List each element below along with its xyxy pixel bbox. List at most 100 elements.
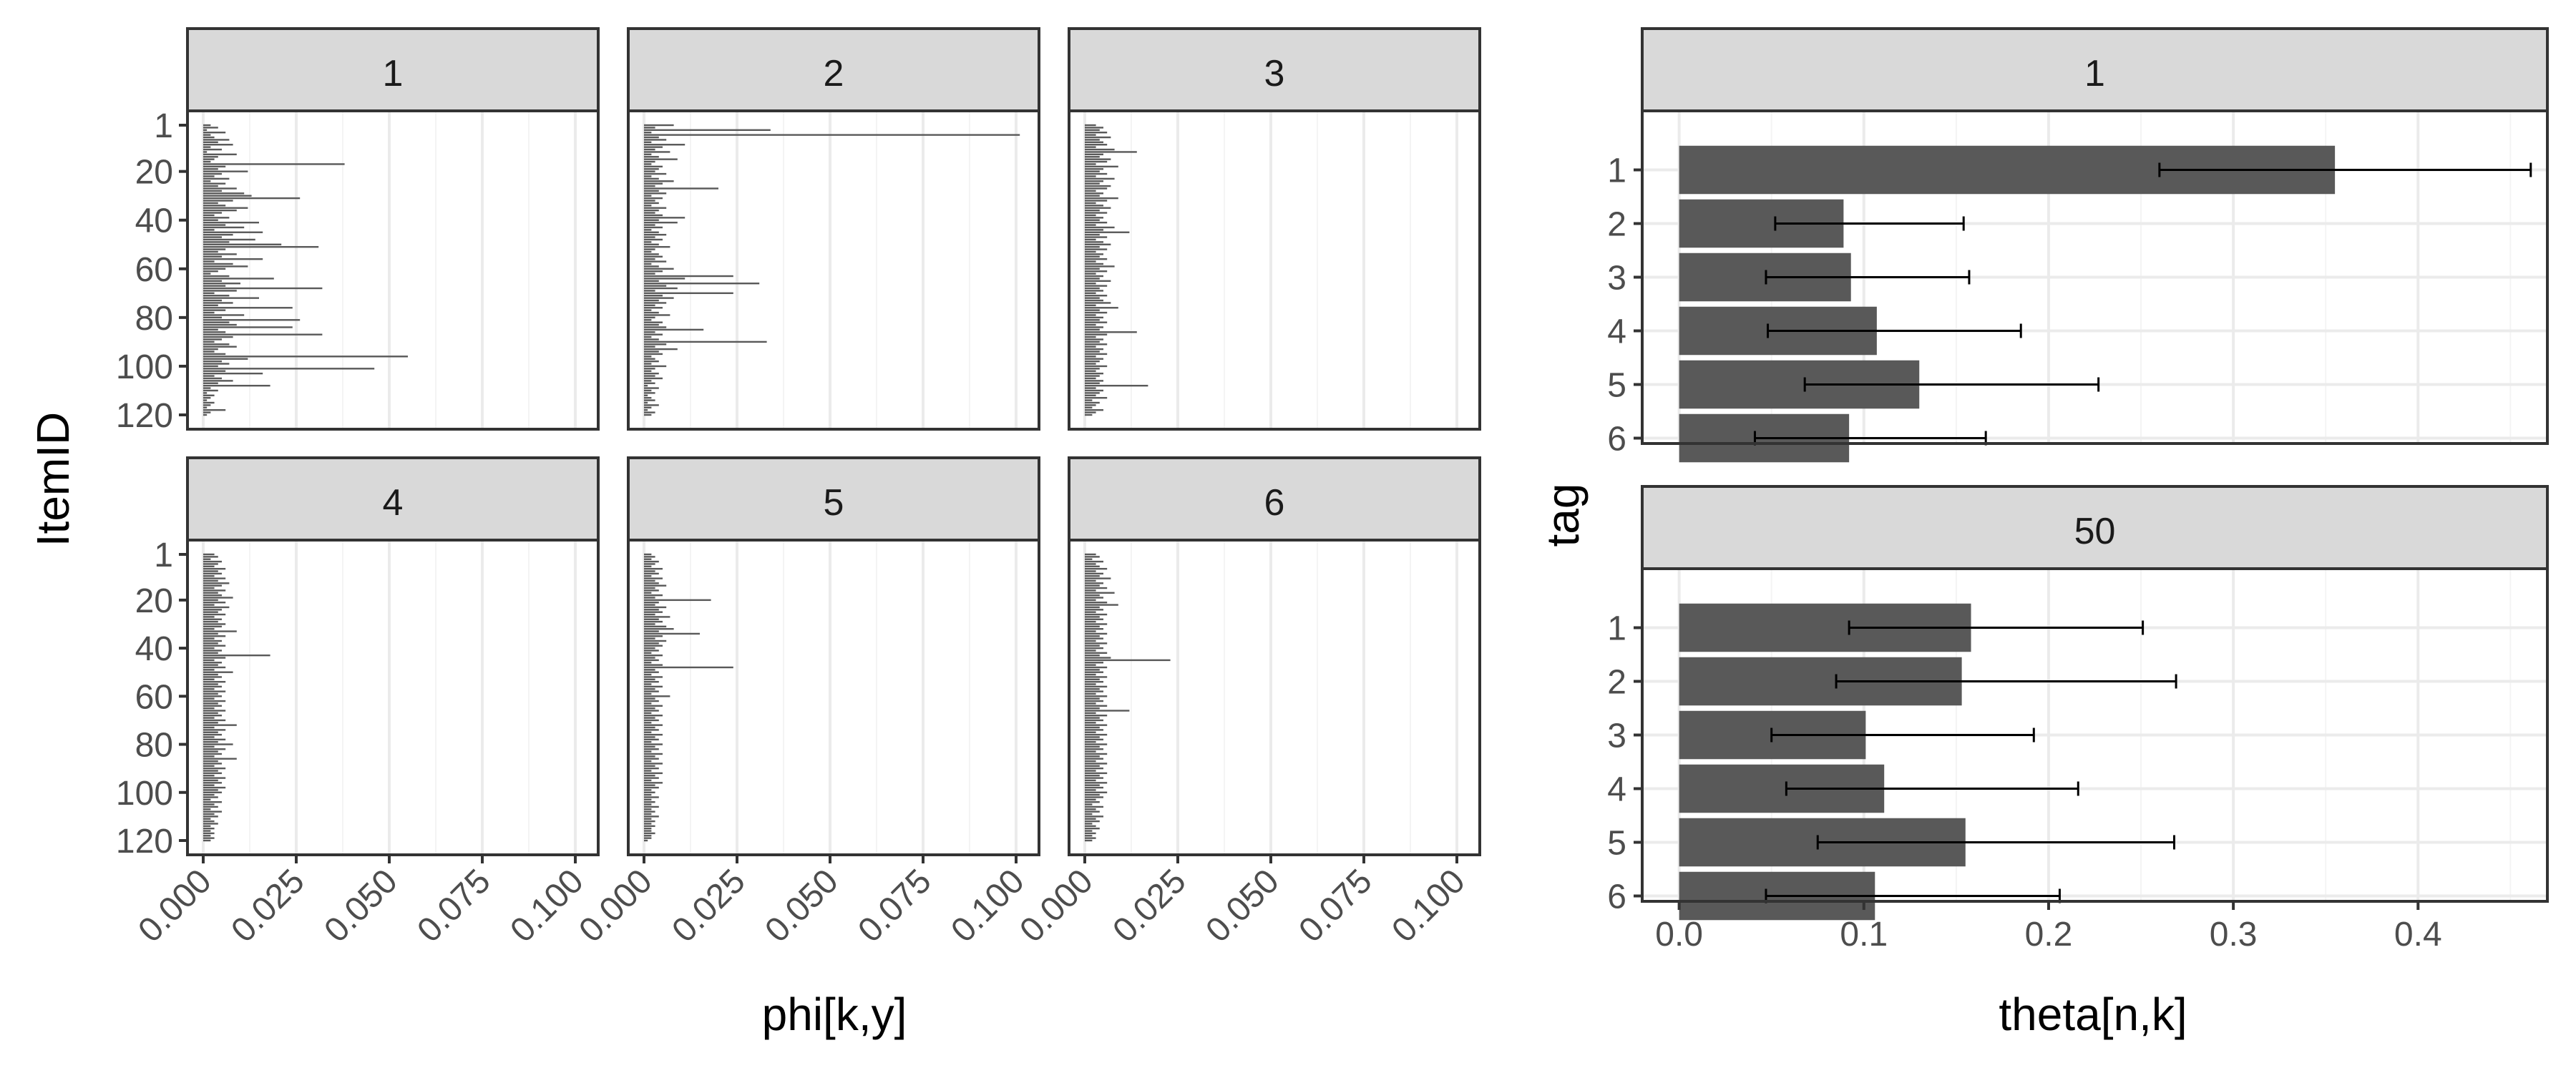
- bar-item-93: [644, 348, 678, 351]
- bar-item-39: [203, 217, 230, 219]
- bar-item-64: [644, 705, 663, 707]
- facet-strip: [1641, 485, 2549, 570]
- bar-item-81: [203, 319, 301, 321]
- bar-item-70: [644, 719, 659, 722]
- bar-item-115: [1085, 827, 1100, 830]
- facet-strip-label: 4: [383, 482, 404, 524]
- bar-item-66: [1085, 710, 1130, 712]
- bar-item-63: [1085, 275, 1103, 278]
- bar-item-41: [203, 650, 222, 652]
- bar-item-103: [1085, 372, 1103, 375]
- bar-item-78: [203, 738, 226, 741]
- bar-item-9: [203, 572, 222, 575]
- bar-item-92: [1085, 772, 1108, 775]
- bar-item-15: [203, 587, 215, 589]
- bar-item-97: [203, 358, 248, 360]
- bar-item-41: [203, 221, 259, 224]
- bar-item-54: [1085, 253, 1103, 255]
- bar-item-44: [644, 657, 655, 659]
- bar-item-61: [1085, 697, 1100, 700]
- bar-item-78: [1085, 311, 1108, 314]
- bar-item-1: [203, 553, 215, 556]
- bar-item-105: [1085, 377, 1096, 380]
- facet-strip: [1068, 456, 1481, 542]
- bar-item-98: [644, 786, 659, 789]
- bar-item-20: [1085, 170, 1100, 172]
- bar-item-16: [1085, 589, 1096, 592]
- bar-item-91: [644, 770, 652, 772]
- bar-item-12: [644, 579, 655, 582]
- bar-item-75: [644, 731, 652, 733]
- bar-item-40: [203, 219, 218, 221]
- panel-border: [1641, 109, 2549, 445]
- bar-item-80: [1085, 316, 1103, 319]
- bar-item-78: [644, 738, 659, 741]
- bar-item-65: [1085, 280, 1111, 283]
- bar-item-95: [203, 779, 218, 782]
- bar-item-4: [1085, 132, 1108, 134]
- y-tick-label: 1: [1607, 152, 1626, 190]
- bar-item-91: [203, 343, 230, 346]
- y-axis-title-tag: tag: [1537, 484, 1589, 547]
- bar-item-8: [644, 570, 655, 572]
- bar-item-30: [203, 195, 252, 197]
- bar-item-17: [1085, 163, 1096, 165]
- bar-item-8: [644, 141, 652, 144]
- bar-item-76: [644, 733, 663, 736]
- bar-item-54: [203, 680, 226, 683]
- bar-item-85: [1085, 328, 1100, 331]
- bar-item-36: [644, 637, 655, 640]
- bar-item-107: [1085, 382, 1100, 384]
- y-tick-label: 1: [154, 536, 173, 574]
- bar-item-51: [1085, 673, 1096, 676]
- bar-item-118: [1085, 408, 1103, 411]
- bar-item-68: [1085, 287, 1100, 290]
- bar-item-66: [203, 283, 240, 285]
- bar-item-32: [1085, 200, 1108, 202]
- bar-item-102: [644, 370, 652, 372]
- bar-item-75: [644, 304, 655, 307]
- facet-strip: [1641, 27, 2549, 112]
- bar-item-56: [203, 685, 222, 688]
- bar-item-60: [644, 268, 674, 270]
- bar-item-103: [1085, 798, 1096, 801]
- bar-item-119: [1085, 837, 1096, 839]
- bar-item-105: [644, 803, 652, 805]
- panel-border: [1068, 539, 1481, 856]
- bar-item-39: [203, 645, 226, 647]
- y-tick-label: 80: [135, 300, 173, 338]
- y-axis-title-itemid: ItemID: [27, 412, 79, 547]
- bar-item-22: [203, 604, 215, 606]
- bar-item-3: [1085, 558, 1093, 560]
- bar-item-59: [644, 265, 659, 268]
- facet-strip-label: 2: [824, 53, 844, 94]
- bar-item-33: [1085, 202, 1096, 205]
- bar-item-82: [1085, 321, 1108, 323]
- y-tick-label: 3: [1607, 717, 1626, 755]
- bar-item-86: [1085, 331, 1137, 333]
- bar-item-83: [1085, 750, 1096, 753]
- bar-item-33: [1085, 630, 1096, 632]
- bar-item-87: [1085, 760, 1096, 763]
- bar-item-83: [644, 750, 652, 753]
- bar-item-65: [644, 707, 655, 710]
- bar-item-17: [1085, 592, 1115, 594]
- bar-item-35: [203, 635, 226, 637]
- bar-item-74: [1085, 302, 1111, 304]
- bar-item-24: [644, 180, 674, 182]
- bar-item-20: [644, 599, 711, 602]
- bar-item-38: [203, 642, 218, 645]
- bar-item-64: [1085, 278, 1100, 280]
- bar-item-108: [644, 810, 655, 813]
- bar-item-59: [203, 692, 218, 695]
- bar-item-78: [1085, 738, 1103, 741]
- bar-item-40: [203, 647, 215, 650]
- bar-item-104: [644, 375, 655, 377]
- bar-item-110: [203, 815, 218, 818]
- bar-item-93: [203, 348, 218, 351]
- y-tick-label: 2: [1607, 664, 1626, 702]
- bar-item-114: [203, 399, 208, 401]
- bar-item-69: [644, 717, 655, 719]
- bar-item-20: [1085, 599, 1096, 602]
- bar-item-99: [1085, 789, 1096, 791]
